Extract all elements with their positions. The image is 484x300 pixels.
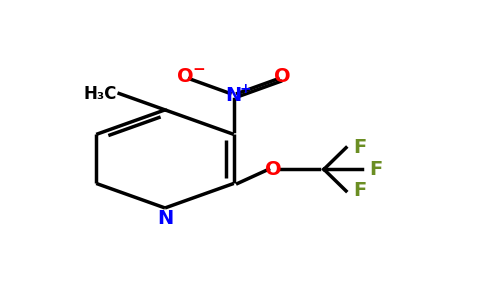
Text: F: F	[353, 182, 366, 200]
Text: O: O	[177, 67, 194, 86]
Text: N: N	[157, 209, 173, 228]
Text: −: −	[193, 61, 206, 76]
Text: F: F	[370, 160, 383, 179]
Text: O: O	[273, 67, 290, 86]
Text: N: N	[226, 86, 242, 105]
Text: H₃C: H₃C	[83, 85, 117, 103]
Text: F: F	[353, 138, 366, 157]
Text: O: O	[265, 160, 282, 179]
Text: +: +	[240, 82, 252, 96]
